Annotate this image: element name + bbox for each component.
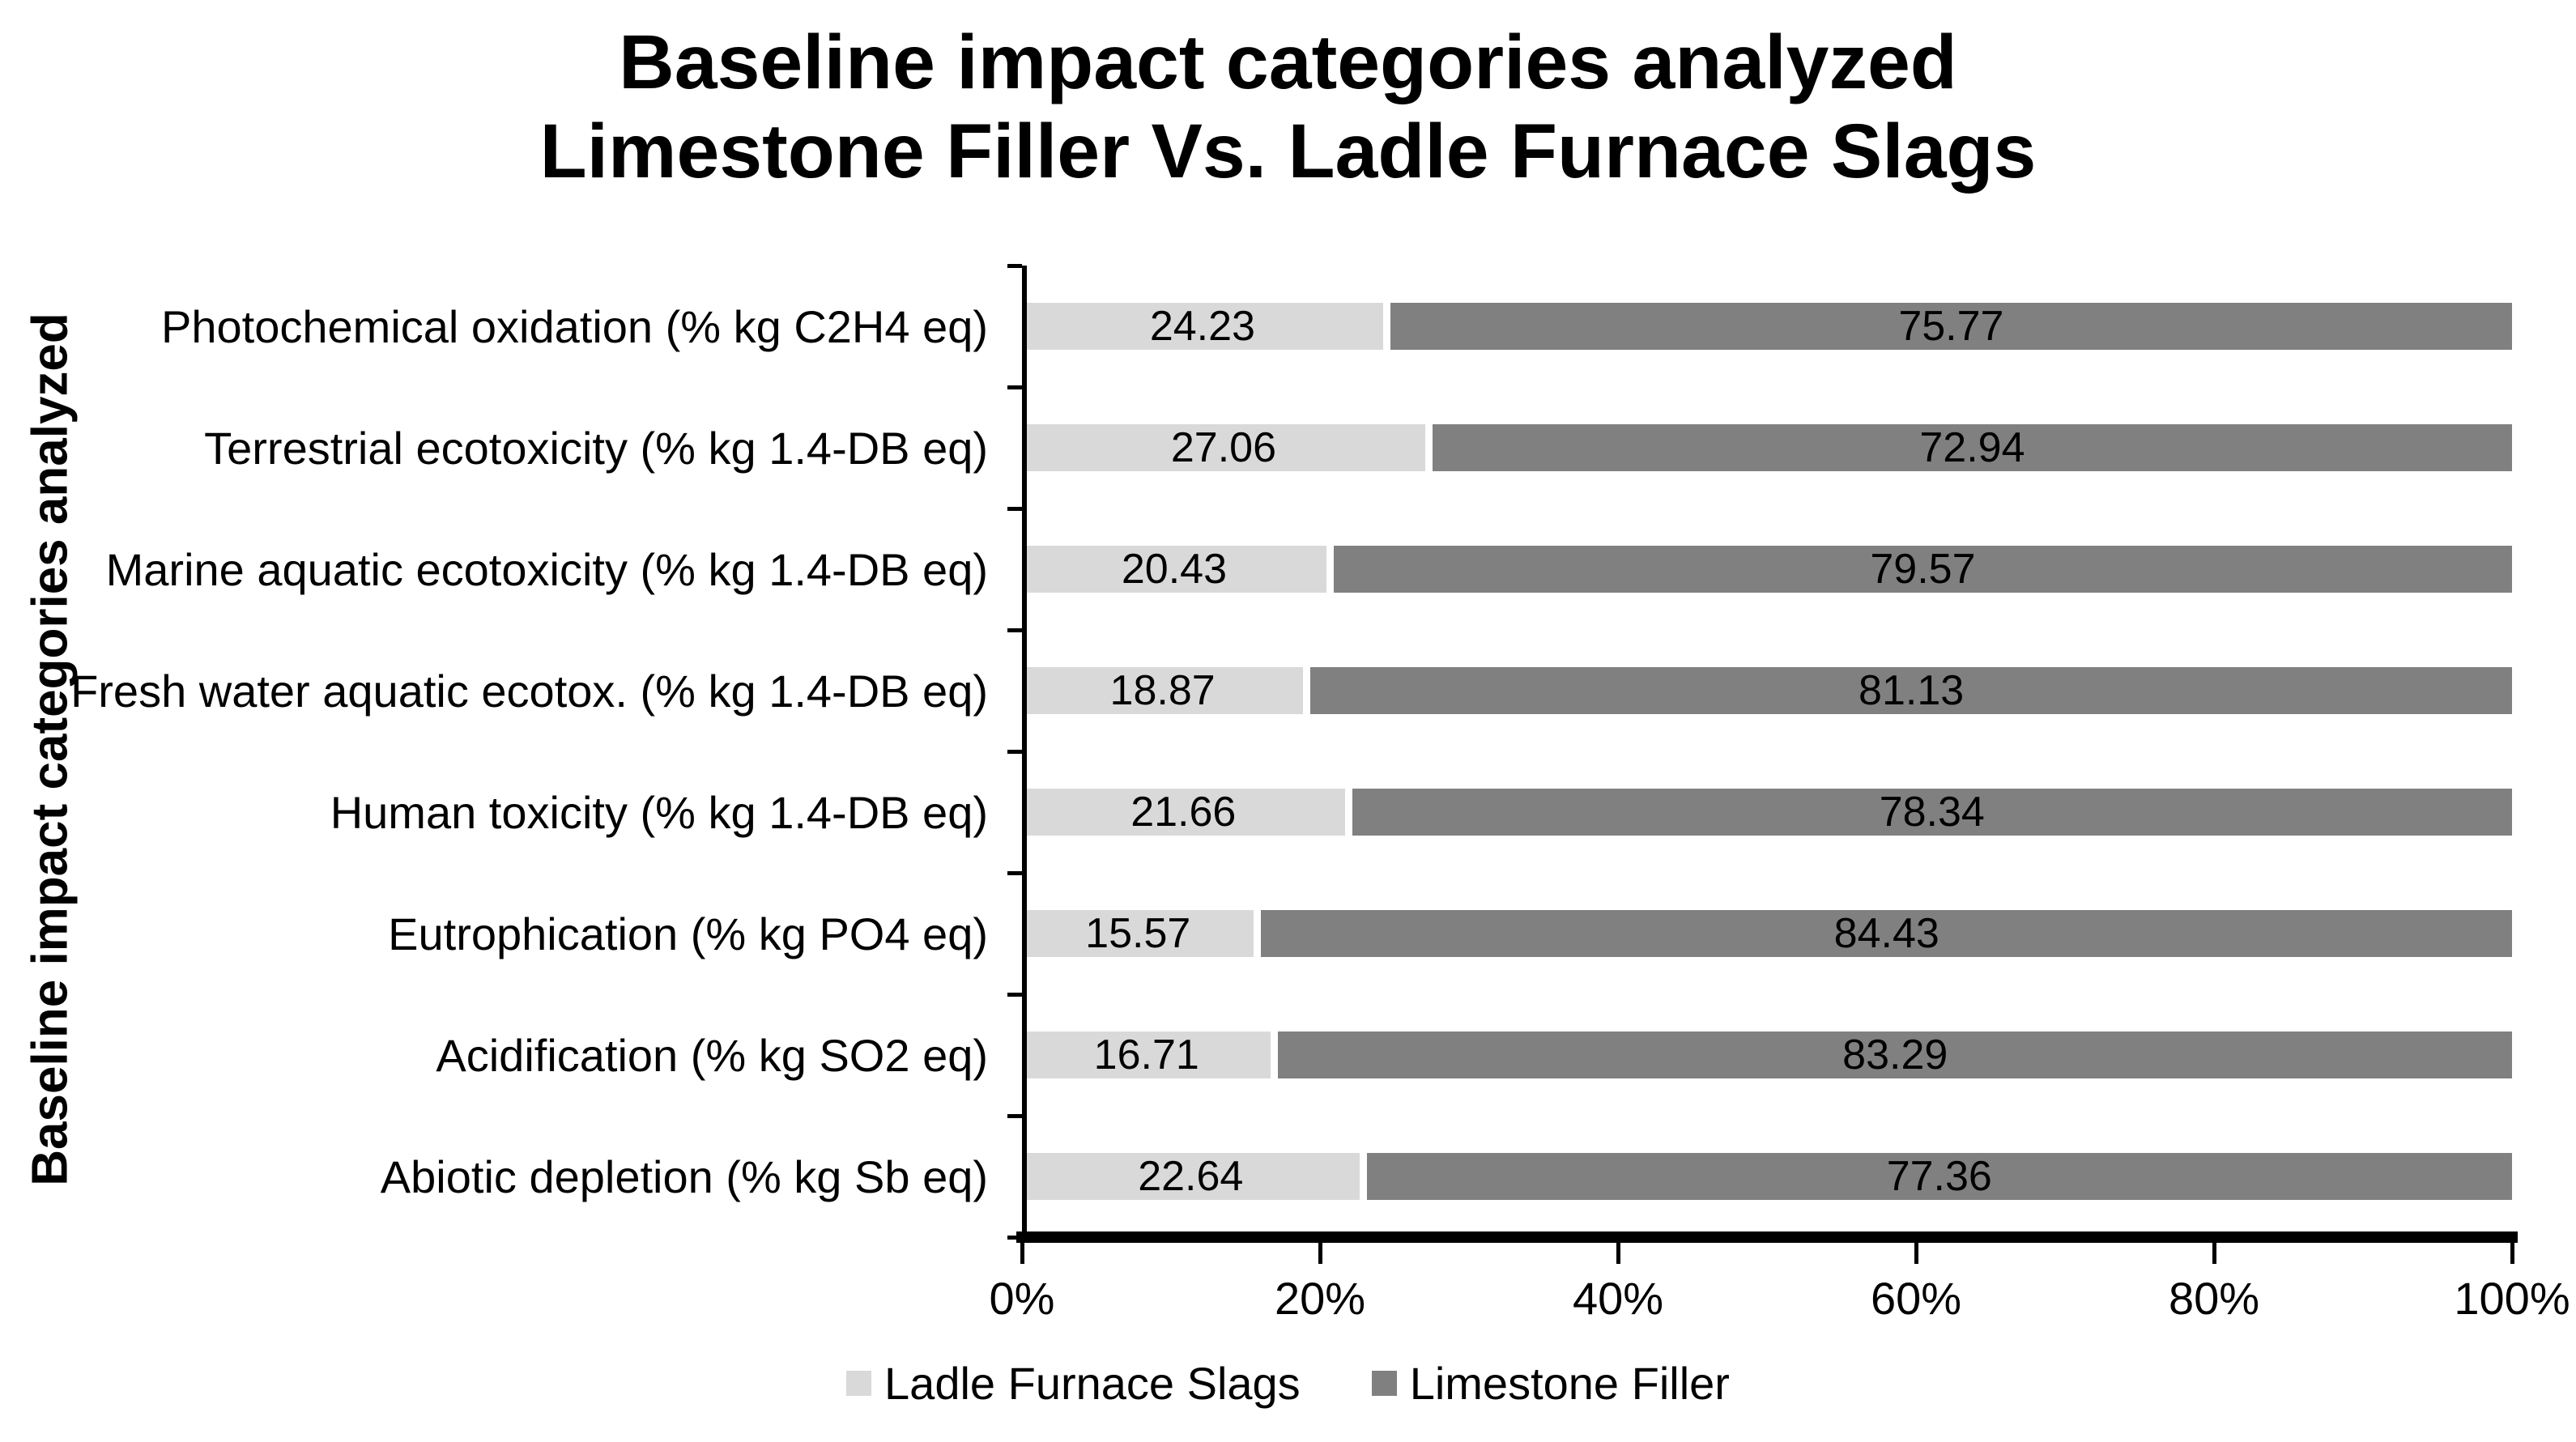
bar-value-label: 18.87 — [1109, 667, 1216, 714]
legend: Ladle Furnace Slags Limestone Filler — [0, 1357, 2576, 1410]
bar-segment-gap — [1326, 546, 1334, 593]
y-axis-tick — [1007, 993, 1022, 997]
bar-segment-gap — [1344, 789, 1352, 836]
legend-swatch — [846, 1371, 872, 1396]
bar-segment-ladle-furnace-slags: 21.66 — [1022, 789, 1345, 836]
bar-segment-ladle-furnace-slags: 22.64 — [1022, 1153, 1360, 1200]
chart-title-line2: Limestone Filler Vs. Ladle Furnace Slags — [539, 108, 2037, 194]
bar-segment-ladle-furnace-slags: 18.87 — [1022, 667, 1304, 714]
category-labels: Photochemical oxidation (% kg C2H4 eq) Te… — [0, 266, 1006, 1237]
bar-row: 20.43 79.57 — [1022, 508, 2512, 630]
bar-segment-gap — [1382, 303, 1390, 350]
bar-segment-limestone-filler: 79.57 — [1333, 546, 2512, 593]
bar-row: 15.57 84.43 — [1022, 873, 2512, 994]
legend-label: Limestone Filler — [1409, 1358, 1730, 1409]
x-axis-tick — [1616, 1243, 1620, 1264]
x-axis-tick — [1914, 1243, 1918, 1264]
bar-row: 27.06 72.94 — [1022, 387, 2512, 508]
category-label: Human toxicity (% kg 1.4-DB eq) — [330, 786, 988, 838]
legend-entry-limestone-filler: Limestone Filler — [1371, 1357, 1730, 1410]
x-axis-tick — [1318, 1243, 1322, 1264]
bar-value-label: 27.06 — [1170, 424, 1277, 471]
bar-value-label: 21.66 — [1130, 789, 1237, 836]
bar-segment-gap — [1424, 424, 1433, 471]
bar-segment-limestone-filler: 78.34 — [1352, 789, 2512, 836]
y-axis-tick — [1007, 1236, 1022, 1240]
bar-segment-limestone-filler: 83.29 — [1278, 1032, 2512, 1078]
x-axis-tick-label: 0% — [989, 1273, 1055, 1324]
category-label: Abiotic depletion (% kg Sb eq) — [380, 1151, 988, 1202]
x-axis-tick — [2212, 1243, 2216, 1264]
y-axis-line — [1022, 266, 1027, 1243]
bar-segment-ladle-furnace-slags: 16.71 — [1022, 1032, 1271, 1078]
bar-value-label: 77.36 — [1886, 1153, 1992, 1200]
bar-segment-limestone-filler: 84.43 — [1261, 910, 2512, 957]
category-label: Acidification (% kg SO2 eq) — [436, 1029, 988, 1081]
bar-segment-limestone-filler: 81.13 — [1310, 667, 2512, 714]
y-axis-tick — [1007, 264, 1022, 268]
bar-segment-limestone-filler: 77.36 — [1366, 1153, 2512, 1200]
bar-segment-ladle-furnace-slags: 15.57 — [1022, 910, 1254, 957]
bar-value-label: 24.23 — [1149, 303, 1255, 350]
bar-row: 24.23 75.77 — [1022, 266, 2512, 387]
bar-segment-limestone-filler: 75.77 — [1390, 303, 2512, 350]
bar-value-label: 22.64 — [1138, 1153, 1244, 1200]
bar-value-label: 20.43 — [1121, 546, 1228, 593]
x-axis-line — [1016, 1231, 2518, 1243]
x-axis-tick — [2510, 1243, 2514, 1264]
bar-value-label: 83.29 — [1842, 1032, 1948, 1078]
legend-swatch — [1371, 1371, 1397, 1396]
bar-segment-ladle-furnace-slags: 24.23 — [1022, 303, 1383, 350]
bar-value-label: 15.57 — [1085, 910, 1191, 957]
x-axis-tick-label: 100% — [2454, 1273, 2570, 1324]
bar-segment-gap — [1359, 1153, 1367, 1200]
x-axis-tick — [1020, 1243, 1024, 1264]
plot-area: 24.23 75.77 27.06 72.94 20.43 79.57 18.8… — [990, 264, 2570, 1324]
category-label: Eutrophication (% kg PO4 eq) — [388, 908, 988, 959]
bar-segment-gap — [1271, 1032, 1279, 1078]
y-axis-tick — [1007, 1114, 1022, 1118]
plot-rows: 24.23 75.77 27.06 72.94 20.43 79.57 18.8… — [1022, 266, 2512, 1237]
bar-value-label: 72.94 — [1919, 424, 2025, 471]
bar-segment-ladle-furnace-slags: 20.43 — [1022, 546, 1326, 593]
y-axis-tick — [1007, 507, 1022, 511]
bar-value-label: 79.57 — [1870, 546, 1976, 593]
x-axis-tick-label: 80% — [2168, 1273, 2260, 1324]
y-axis-tick — [1007, 871, 1022, 875]
y-axis-tick — [1007, 750, 1022, 754]
category-label: Fresh water aquatic ecotox. (% kg 1.4-DB… — [70, 665, 988, 717]
bar-row: 21.66 78.34 — [1022, 751, 2512, 873]
bar-row: 18.87 81.13 — [1022, 630, 2512, 751]
chart-title: Baseline impact categories analyzed Lime… — [0, 18, 2576, 196]
y-axis-tick — [1007, 628, 1022, 632]
bar-segment-ladle-furnace-slags: 27.06 — [1022, 424, 1425, 471]
y-axis-tick — [1007, 385, 1022, 389]
bar-segment-gap — [1254, 910, 1262, 957]
x-axis-tick-label: 60% — [1870, 1273, 1962, 1324]
legend-label: Ladle Furnace Slags — [884, 1358, 1301, 1409]
chart-title-line1: Baseline impact categories analyzed — [619, 19, 1957, 105]
bar-value-label: 84.43 — [1833, 910, 1939, 957]
bar-value-label: 75.77 — [1898, 303, 2004, 350]
bar-value-label: 78.34 — [1879, 789, 1985, 836]
bar-segment-gap — [1303, 667, 1311, 714]
bar-value-label: 81.13 — [1859, 667, 1965, 714]
bar-row: 16.71 83.29 — [1022, 994, 2512, 1116]
x-axis-tick-label: 40% — [1572, 1273, 1664, 1324]
bar-row: 22.64 77.36 — [1022, 1116, 2512, 1237]
bar-segment-limestone-filler: 72.94 — [1432, 424, 2512, 471]
x-axis-tick-label: 20% — [1274, 1273, 1366, 1324]
category-label: Terrestrial ecotoxicity (% kg 1.4-DB eq) — [204, 422, 988, 474]
category-label: Marine aquatic ecotoxicity (% kg 1.4-DB … — [105, 543, 988, 595]
bar-value-label: 16.71 — [1093, 1032, 1199, 1078]
legend-entry-ladle-furnace-slags: Ladle Furnace Slags — [846, 1357, 1301, 1410]
category-label: Photochemical oxidation (% kg C2H4 eq) — [161, 300, 988, 352]
